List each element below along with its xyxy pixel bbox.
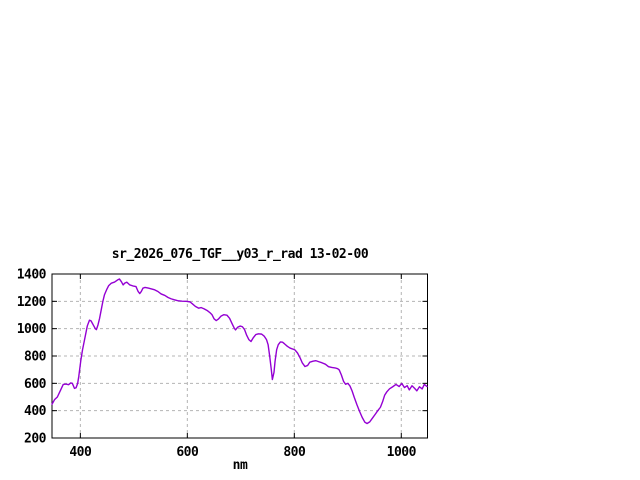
x-tick-label: 1000: [387, 445, 417, 460]
y-tick-label: 200: [24, 432, 47, 447]
y-tick-label: 1200: [17, 295, 47, 310]
y-tick-label: 600: [24, 377, 47, 392]
y-tick-label: 400: [24, 404, 47, 419]
x-axis-label: nm: [232, 458, 248, 473]
y-tick-label: 1000: [17, 322, 47, 337]
x-tick-label: 800: [283, 445, 306, 460]
x-tick-label: 400: [69, 445, 92, 460]
spectrum-curve: [51, 278, 428, 425]
x-tick-label: 600: [176, 445, 199, 460]
y-tick-label: 800: [24, 350, 47, 365]
y-tick-label: 1400: [17, 268, 47, 283]
chart-title: sr_2026_076_TGF__y03_r_rad 13-02-00: [111, 247, 369, 262]
